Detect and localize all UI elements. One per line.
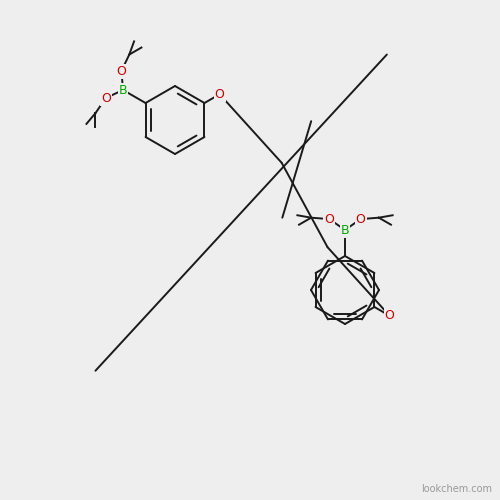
Text: lookchem.com: lookchem.com: [422, 484, 492, 494]
Text: B: B: [340, 224, 349, 236]
Text: O: O: [384, 309, 394, 322]
Text: B: B: [118, 84, 128, 96]
Text: O: O: [356, 212, 366, 226]
Text: O: O: [324, 212, 334, 226]
Text: O: O: [214, 88, 224, 101]
Text: O: O: [101, 92, 111, 104]
Text: O: O: [116, 64, 126, 78]
